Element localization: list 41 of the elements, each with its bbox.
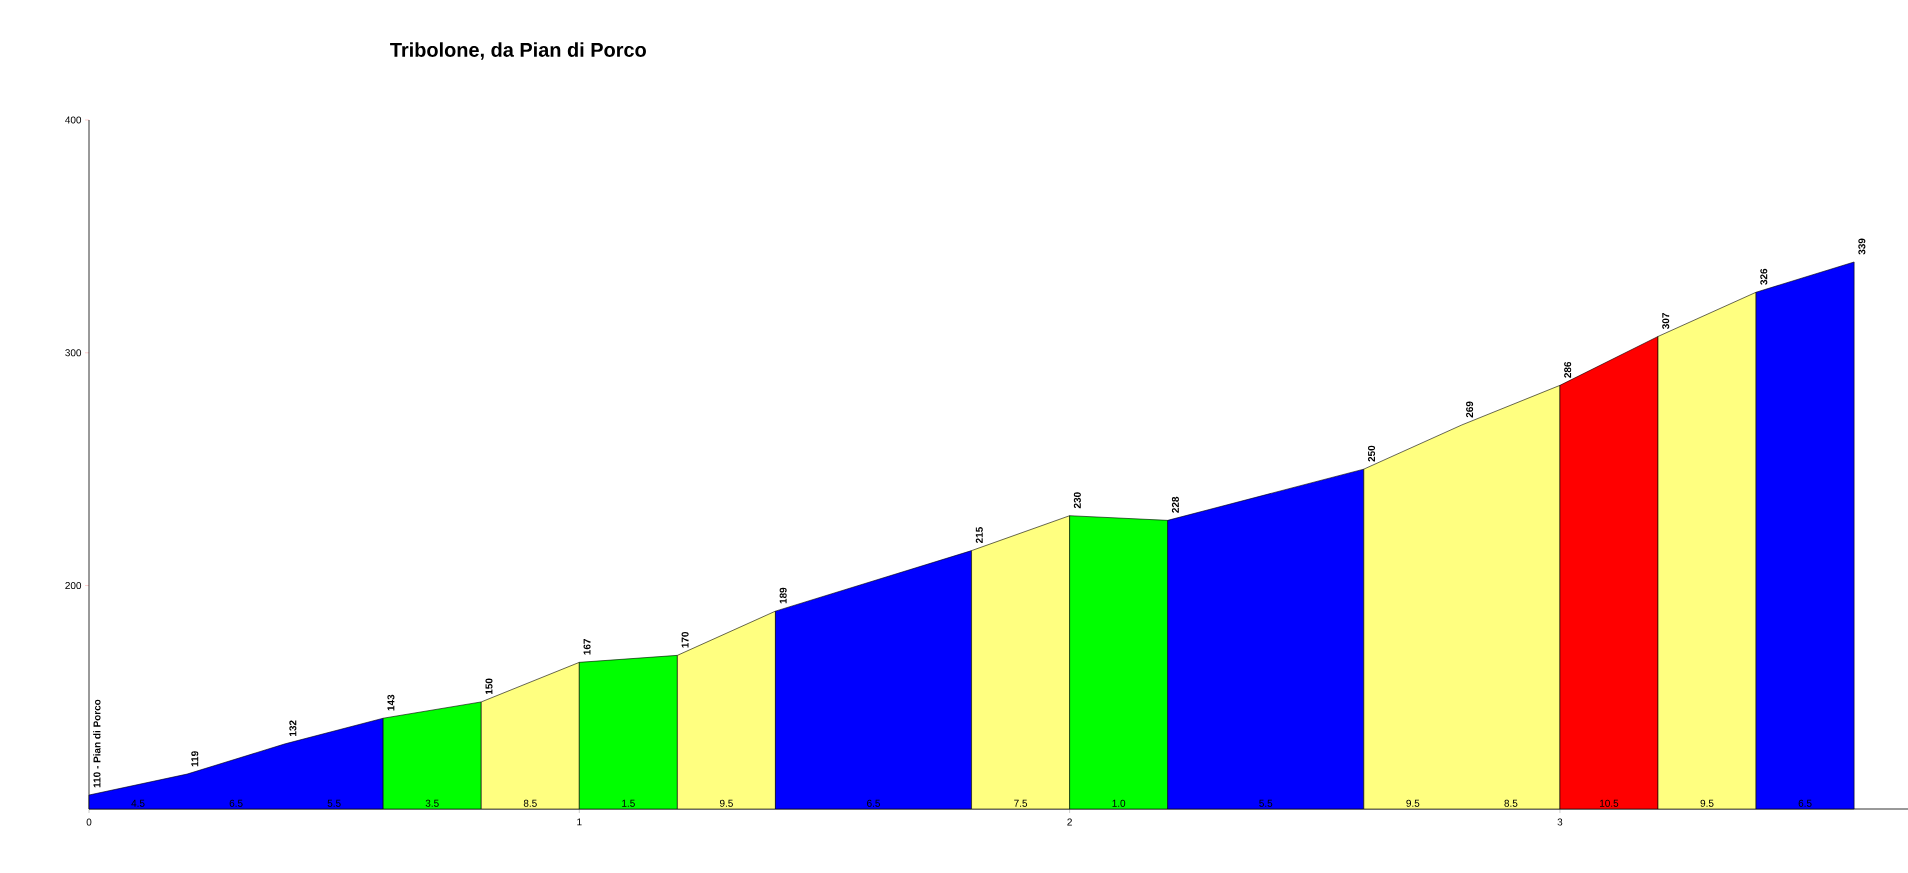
data-label: 170	[681, 631, 689, 648]
annotation: 6.5	[229, 799, 243, 807]
annotation: 1.0	[1112, 799, 1126, 807]
x-tick-label: 3	[1557, 818, 1563, 826]
data-label: 307	[1662, 313, 1670, 330]
annotation: 7.5	[1014, 799, 1028, 807]
data-label: 250	[1368, 445, 1376, 462]
data-label: 215	[975, 527, 983, 544]
chart-title: Tribolone, da Pian di Porco	[390, 42, 646, 60]
annotation: 6.5	[1798, 799, 1812, 807]
annotation: 6.5	[867, 799, 880, 807]
data-label: 167	[583, 638, 591, 655]
annotation: 4.5	[131, 799, 145, 807]
annotation: 1.5	[622, 799, 635, 807]
annotation: 9.5	[1700, 799, 1714, 807]
data-label: 286	[1564, 361, 1572, 378]
annotation: 5.5	[1259, 799, 1273, 807]
data-label: 132	[289, 720, 297, 736]
annotation: 8.5	[1504, 799, 1518, 807]
data-label: 269	[1466, 401, 1474, 418]
annotation: 5.5	[327, 799, 341, 807]
data-label: 230	[1073, 492, 1081, 509]
y-tick-label: 400	[65, 116, 82, 124]
data-label: 326	[1760, 268, 1768, 285]
annotation: 3.5	[425, 799, 439, 807]
x-tick-label: 1	[577, 818, 582, 826]
data-label: 339	[1858, 238, 1866, 255]
annotation: 9.5	[719, 799, 733, 807]
x-tick-label: 2	[1067, 818, 1072, 826]
annotation: 8.5	[523, 799, 537, 807]
data-label: 143	[387, 694, 395, 711]
y-tick-label: 300	[65, 349, 82, 357]
data-label: 228	[1171, 496, 1179, 513]
data-label: 110 - Pian di Porco	[93, 699, 101, 788]
annotation: 10.5	[1600, 799, 1619, 807]
data-label: 119	[191, 751, 199, 767]
data-label: 189	[779, 587, 787, 604]
data-label: 150	[485, 678, 493, 695]
y-tick-label: 200	[65, 582, 82, 590]
x-tick-label: 0	[86, 818, 92, 826]
annotation: 9.5	[1406, 799, 1420, 807]
